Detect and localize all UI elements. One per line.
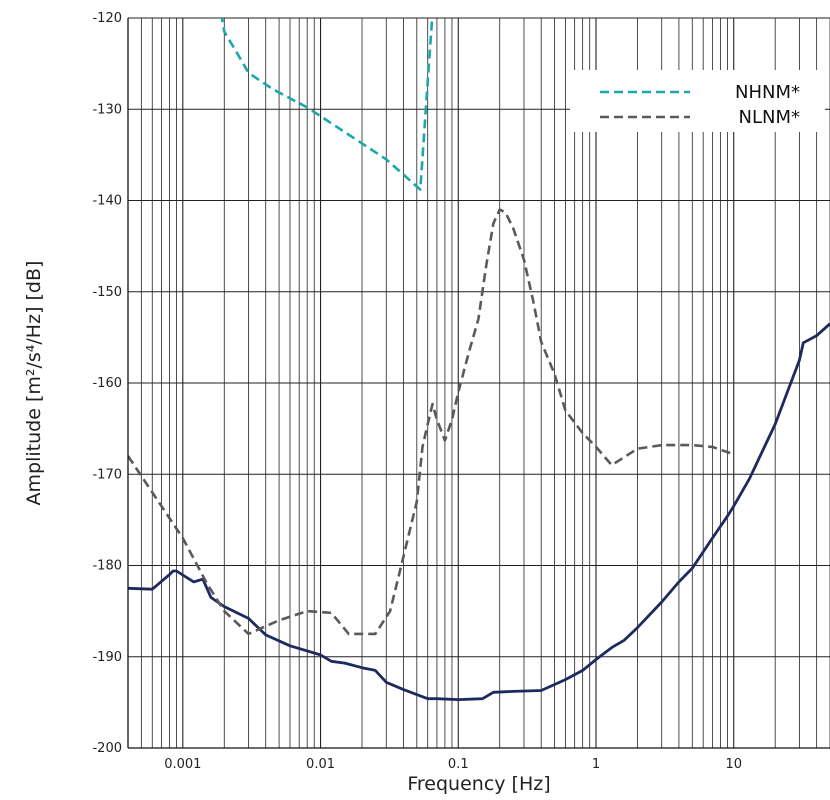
legend-label: NHNM*	[735, 82, 800, 103]
nhnm-series-line	[220, 18, 434, 191]
x-tick-label: 10	[725, 757, 742, 772]
y-tick-label: -170	[92, 467, 122, 482]
x-tick-label: 1	[592, 757, 600, 772]
y-tick-label: -160	[92, 376, 122, 391]
legend-label: NLNM*	[739, 107, 801, 128]
series-layer	[128, 18, 830, 701]
y-tick-label: -190	[92, 650, 122, 665]
y-tick-label: -120	[92, 11, 122, 26]
nlnm-series-line	[128, 208, 735, 636]
x-tick-label: 0.01	[306, 757, 335, 772]
measured-psd-series-line	[128, 322, 830, 701]
x-axis-label: Frequency [Hz]	[407, 773, 550, 795]
y-tick-label: -130	[92, 102, 122, 117]
axes	[127, 18, 830, 749]
y-axis-label: Amplitude [m²/s⁴/Hz] [dB]	[23, 261, 45, 506]
y-tick-label: -180	[92, 559, 122, 574]
major-gridlines	[128, 17, 830, 749]
legend-box	[570, 70, 825, 132]
x-tick-label: 0.1	[448, 757, 469, 772]
x-tick-label: 0.001	[164, 757, 201, 772]
y-tick-label: -200	[92, 741, 122, 756]
tick-labels: -120 -130 -140 -150 -160 -170 -180 -190 -200 0.00…	[92, 11, 742, 772]
y-tick-label: -140	[92, 194, 122, 209]
legend: NHNM* NLNM*	[600, 82, 800, 128]
y-tick-label: -150	[92, 285, 122, 300]
